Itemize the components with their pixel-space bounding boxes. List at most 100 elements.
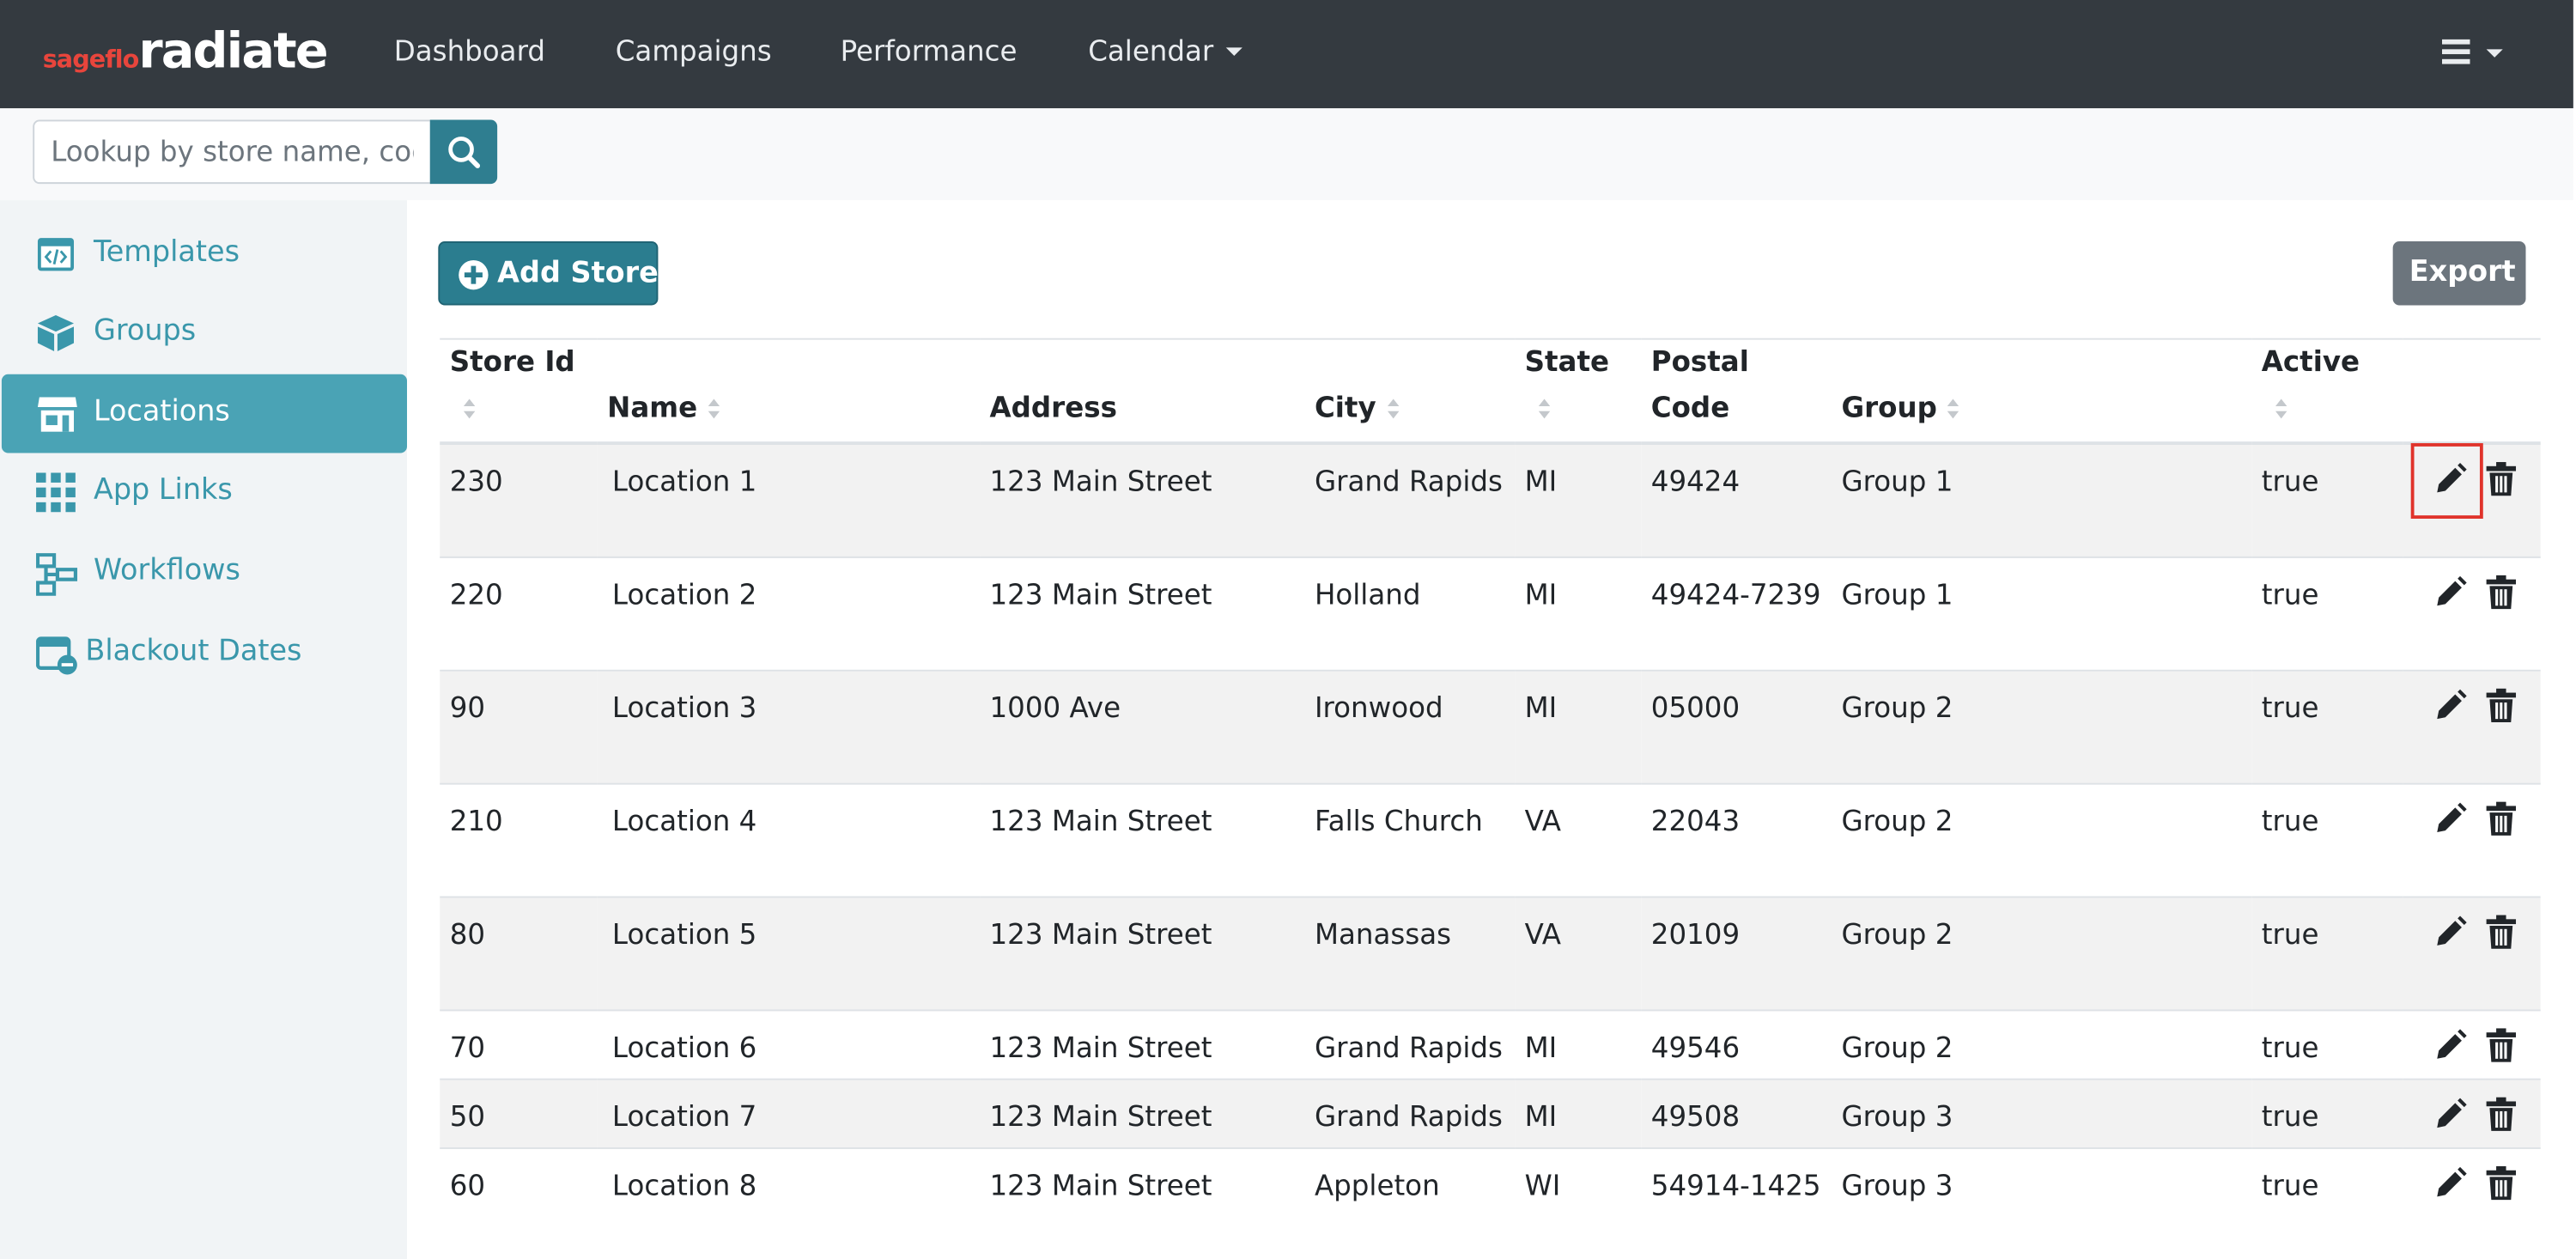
- column-header[interactable]: Group: [1832, 338, 2252, 445]
- edit-icon[interactable]: [2433, 688, 2469, 724]
- table-cell: 230: [440, 442, 598, 557]
- sidebar-item[interactable]: Blackout Dates: [2, 614, 407, 693]
- row-actions: [2403, 1147, 2541, 1217]
- table-cell: 123 Main Street: [980, 1147, 1305, 1217]
- table-cell: Group 3: [1832, 1147, 2252, 1217]
- header-label: Active: [2261, 346, 2360, 380]
- sidebar-item[interactable]: Templates: [2, 215, 407, 294]
- table-cell: 123 Main Street: [980, 556, 1305, 671]
- table-cell: MI: [1515, 1009, 1642, 1080]
- add-store-button[interactable]: Add Store: [438, 240, 659, 306]
- table-row: 80 Location 5 123 Main Street Manassas VA 201…: [440, 896, 2541, 1011]
- search-input[interactable]: [33, 119, 432, 185]
- table-cell: true: [2251, 669, 2403, 784]
- table-cell: MI: [1515, 1078, 1642, 1148]
- edit-icon[interactable]: [2433, 1165, 2469, 1201]
- menu-toggle[interactable]: [2439, 36, 2507, 69]
- table-cell: MI: [1515, 669, 1642, 784]
- edit-icon[interactable]: [2433, 915, 2469, 951]
- column-header[interactable]: City: [1304, 338, 1516, 445]
- table-cell: Group 2: [1832, 896, 2252, 1011]
- header-label: Store Id: [449, 346, 575, 380]
- sidebar: Templates Groups Locations App Links Wor…: [0, 200, 408, 1259]
- delete-icon[interactable]: [2485, 915, 2518, 951]
- delete-icon[interactable]: [2485, 688, 2518, 724]
- sort-icon[interactable]: [1947, 398, 1959, 421]
- table-cell: true: [2251, 1009, 2403, 1080]
- sidebar-label: Groups: [93, 314, 197, 349]
- nav-dropdown[interactable]: Calendar: [1088, 36, 1243, 69]
- delete-icon[interactable]: [2485, 1027, 2518, 1063]
- table-cell: Grand Rapids: [1304, 1009, 1516, 1080]
- row-actions: [2403, 442, 2541, 557]
- edit-icon[interactable]: [2433, 575, 2469, 611]
- edit-icon[interactable]: [2433, 461, 2469, 497]
- row-actions: [2403, 556, 2541, 671]
- edit-icon[interactable]: [2433, 801, 2469, 837]
- table-cell: 49424: [1641, 442, 1832, 557]
- table-cell: 20109: [1641, 896, 1832, 1011]
- table-cell: 220: [440, 556, 598, 671]
- header-label: Name: [607, 392, 698, 426]
- table-cell: Location 8: [597, 1147, 981, 1217]
- table-cell: 60: [440, 1147, 598, 1217]
- header-label: Address: [989, 392, 1117, 426]
- button-label: Add Store: [497, 258, 659, 291]
- sidebar-item[interactable]: Workflows: [2, 533, 407, 612]
- header-label: City: [1314, 392, 1376, 426]
- sort-icon[interactable]: [463, 398, 476, 421]
- edit-icon[interactable]: [2433, 1027, 2469, 1063]
- table-cell: Holland: [1304, 556, 1516, 671]
- sidebar-item[interactable]: App Links: [2, 453, 407, 532]
- column-header: Address: [980, 338, 1305, 445]
- delete-icon[interactable]: [2485, 575, 2518, 611]
- table-cell: true: [2251, 1078, 2403, 1148]
- column-header[interactable]: Active: [2251, 338, 2403, 445]
- table-row: 220 Location 2 123 Main Street Holland MI 494…: [440, 556, 2541, 671]
- sidebar-item[interactable]: Locations: [1, 374, 408, 453]
- table-cell: 50: [440, 1078, 598, 1148]
- table-cell: MI: [1515, 556, 1642, 671]
- table-cell: Location 2: [597, 556, 981, 671]
- table-cell: 123 Main Street: [980, 782, 1305, 897]
- nav-link[interactable]: Campaigns: [615, 36, 772, 70]
- nav-link: Calendar: [1088, 36, 1214, 70]
- sort-icon[interactable]: [1386, 398, 1399, 421]
- edit-icon[interactable]: [2433, 1097, 2469, 1133]
- row-actions: [2403, 669, 2541, 784]
- table-header: Store Id Name Address City State Postal Code G…: [440, 338, 2541, 445]
- delete-icon[interactable]: [2485, 461, 2518, 497]
- table-cell: 1000 Ave: [980, 669, 1305, 784]
- table-cell: Group 2: [1832, 782, 2252, 897]
- table-cell: 49508: [1641, 1078, 1832, 1148]
- export-button[interactable]: Export: [2392, 240, 2526, 306]
- delete-icon[interactable]: [2485, 801, 2518, 837]
- brand-prefix: sageflo: [42, 44, 140, 75]
- brand[interactable]: sagefloradiate: [42, 23, 329, 81]
- table-cell: true: [2251, 896, 2403, 1011]
- search-button[interactable]: [429, 119, 498, 185]
- delete-icon[interactable]: [2485, 1097, 2518, 1133]
- delete-icon[interactable]: [2485, 1165, 2518, 1201]
- table-cell: Group 2: [1832, 669, 2252, 784]
- sort-icon[interactable]: [708, 398, 720, 421]
- table-cell: 123 Main Street: [980, 1078, 1305, 1148]
- table-cell: Falls Church: [1304, 782, 1516, 897]
- nav-link[interactable]: Dashboard: [393, 36, 545, 70]
- sort-icon[interactable]: [2275, 398, 2287, 421]
- button-label: Export: [2409, 256, 2516, 289]
- table-cell: 123 Main Street: [980, 896, 1305, 1011]
- column-header[interactable]: Name: [597, 338, 981, 445]
- table-cell: Location 4: [597, 782, 981, 897]
- table-cell: Location 7: [597, 1078, 981, 1148]
- column-header[interactable]: State: [1515, 338, 1642, 445]
- table-cell: VA: [1515, 896, 1642, 1011]
- table-row: 90 Location 3 1000 Ave Ironwood MI 05000 Group…: [440, 669, 2541, 784]
- table-cell: 54914-1425: [1641, 1147, 1832, 1217]
- sidebar-item[interactable]: Groups: [2, 294, 407, 373]
- column-header[interactable]: Store Id: [440, 338, 598, 445]
- table-cell: Ironwood: [1304, 669, 1516, 784]
- sort-icon[interactable]: [1538, 398, 1551, 421]
- nav-link[interactable]: Performance: [840, 36, 1018, 70]
- sidebar-label: App Links: [93, 474, 233, 508]
